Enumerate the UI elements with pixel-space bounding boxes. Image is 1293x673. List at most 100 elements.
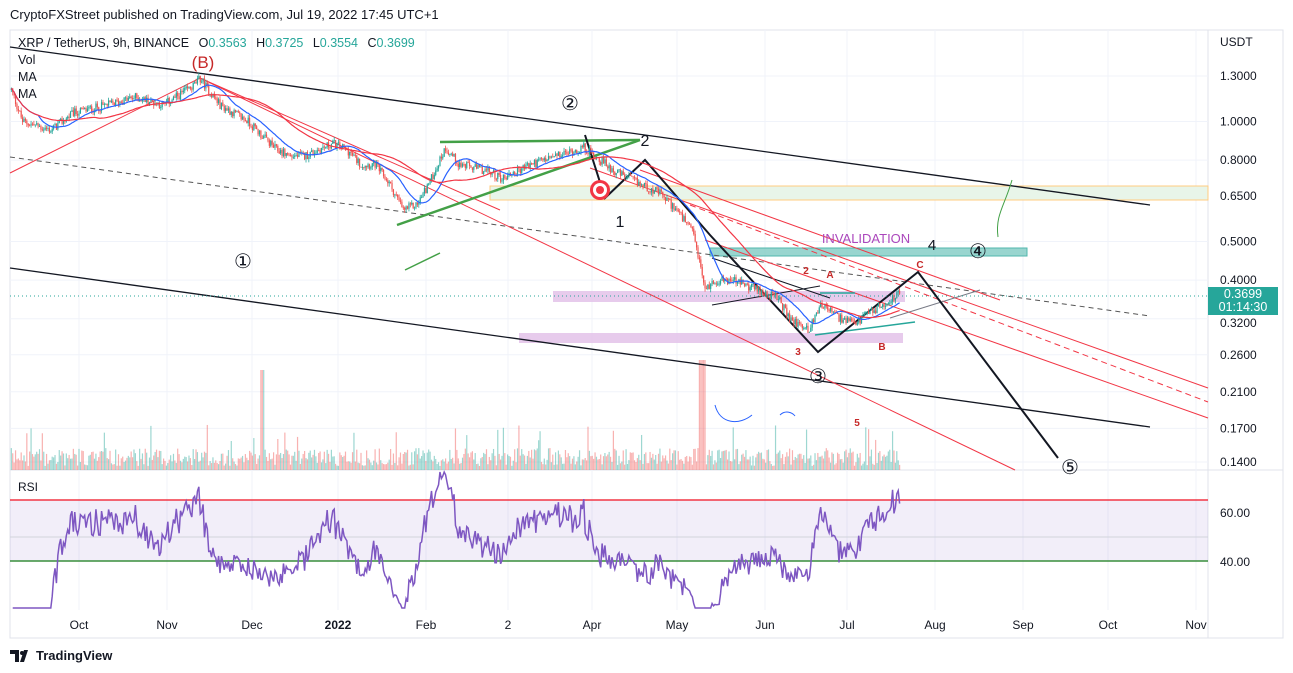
volume-bar — [860, 465, 863, 470]
volume-bar — [591, 455, 593, 470]
candle-body — [887, 303, 889, 304]
candle-body — [501, 180, 503, 182]
candle-body — [130, 96, 132, 99]
candle-body — [75, 108, 77, 114]
volume-bar — [790, 464, 792, 470]
candle-body — [569, 149, 571, 154]
volume-bar — [432, 461, 434, 470]
volume-bar — [640, 434, 643, 470]
candle-body — [368, 164, 371, 169]
candle-body — [760, 289, 763, 295]
candle-body — [306, 152, 309, 159]
candle-body — [621, 171, 623, 176]
volume-bar — [385, 464, 387, 470]
candle-body — [829, 307, 832, 312]
volume-bar — [106, 458, 108, 470]
volume-bar — [577, 456, 579, 470]
volume-bar — [356, 449, 358, 470]
candle-body — [131, 98, 134, 99]
volume-bar — [415, 448, 417, 470]
candle-body — [841, 314, 843, 323]
candle-body — [237, 111, 239, 113]
volume-bar — [177, 448, 179, 470]
candle-body — [120, 101, 122, 103]
volume-bar — [767, 449, 770, 470]
candle-body — [470, 165, 472, 168]
volume-bar — [115, 449, 117, 470]
mid-trendline — [9, 156, 1151, 317]
candle-body — [722, 276, 724, 282]
candle-body — [473, 166, 475, 170]
volume-bar — [499, 459, 502, 470]
volume-bar — [268, 453, 270, 470]
volume-bar — [141, 453, 144, 470]
candle-body — [897, 290, 899, 293]
tradingview-logo[interactable]: TradingView — [10, 648, 112, 663]
volume-bar — [64, 465, 66, 470]
volume-bar — [662, 455, 664, 470]
volume-bar — [413, 451, 416, 470]
volume-bar — [288, 454, 290, 470]
candle-body — [633, 176, 636, 178]
volume-bar — [509, 456, 512, 470]
volume-bar — [701, 360, 703, 470]
time-tick: Feb — [416, 618, 437, 632]
volume-bar — [47, 463, 49, 470]
volume-bar — [780, 458, 782, 470]
candle-body — [468, 162, 471, 166]
vol-indicator-label[interactable]: Vol — [18, 53, 36, 67]
symbol-title[interactable]: XRP / TetherUS, 9h, BINANCE — [18, 36, 190, 50]
volume-bar — [736, 448, 739, 470]
candle-body — [215, 97, 217, 99]
candle-body — [172, 96, 175, 101]
volume-bar — [831, 452, 833, 470]
time-axis[interactable]: Oct Nov Dec 2022 Feb 2 Apr May Jun Jul Aug Sep Oct No… — [70, 618, 1207, 632]
volume-bar — [229, 465, 231, 470]
candle-body — [714, 283, 716, 285]
volume-bar — [526, 455, 528, 470]
volume-bar — [241, 455, 244, 470]
volume-bar — [580, 465, 582, 470]
volume-bar — [695, 461, 698, 470]
ma2-indicator-label[interactable]: MA — [18, 87, 37, 101]
teal-arrow — [814, 321, 916, 336]
volume-bar — [433, 455, 435, 470]
published-note: CryptoFXStreet published on TradingView.… — [10, 7, 439, 22]
volume-bar — [277, 439, 279, 470]
candle-body — [495, 178, 497, 180]
price-axis[interactable]: 1.3000 1.0000 0.8000 0.6500 0.5000 0.4000 0.32… — [1220, 69, 1257, 469]
candle-body — [126, 97, 128, 101]
candle-body — [502, 174, 505, 181]
candle-body — [220, 102, 223, 110]
candle-body — [860, 317, 863, 324]
candle-body — [395, 194, 397, 196]
candle-body — [480, 166, 482, 168]
volume-bar — [602, 456, 605, 470]
volume-bar — [855, 462, 857, 470]
candle-body — [16, 104, 18, 110]
candle-body — [814, 314, 816, 323]
candle-body — [879, 303, 881, 308]
candle-body — [146, 97, 148, 103]
volume-bar — [741, 454, 743, 470]
volume-bar — [694, 448, 696, 470]
candle-body — [226, 108, 228, 111]
candle-body — [127, 97, 129, 101]
volume-bar — [875, 439, 877, 470]
volume-bar — [714, 460, 716, 470]
volume-bar — [467, 453, 469, 470]
candle-body — [422, 193, 424, 197]
candle-body — [241, 116, 244, 120]
candle-body — [601, 157, 603, 165]
candle-body — [865, 312, 867, 314]
volume-bar — [234, 464, 237, 470]
candle-body — [883, 304, 885, 307]
volume-bar — [681, 460, 684, 470]
candle-body — [776, 293, 778, 300]
volume-bar — [776, 453, 778, 470]
candle-body — [697, 247, 699, 258]
ma1-indicator-label[interactable]: MA — [18, 70, 37, 84]
volume-bar — [612, 430, 614, 470]
